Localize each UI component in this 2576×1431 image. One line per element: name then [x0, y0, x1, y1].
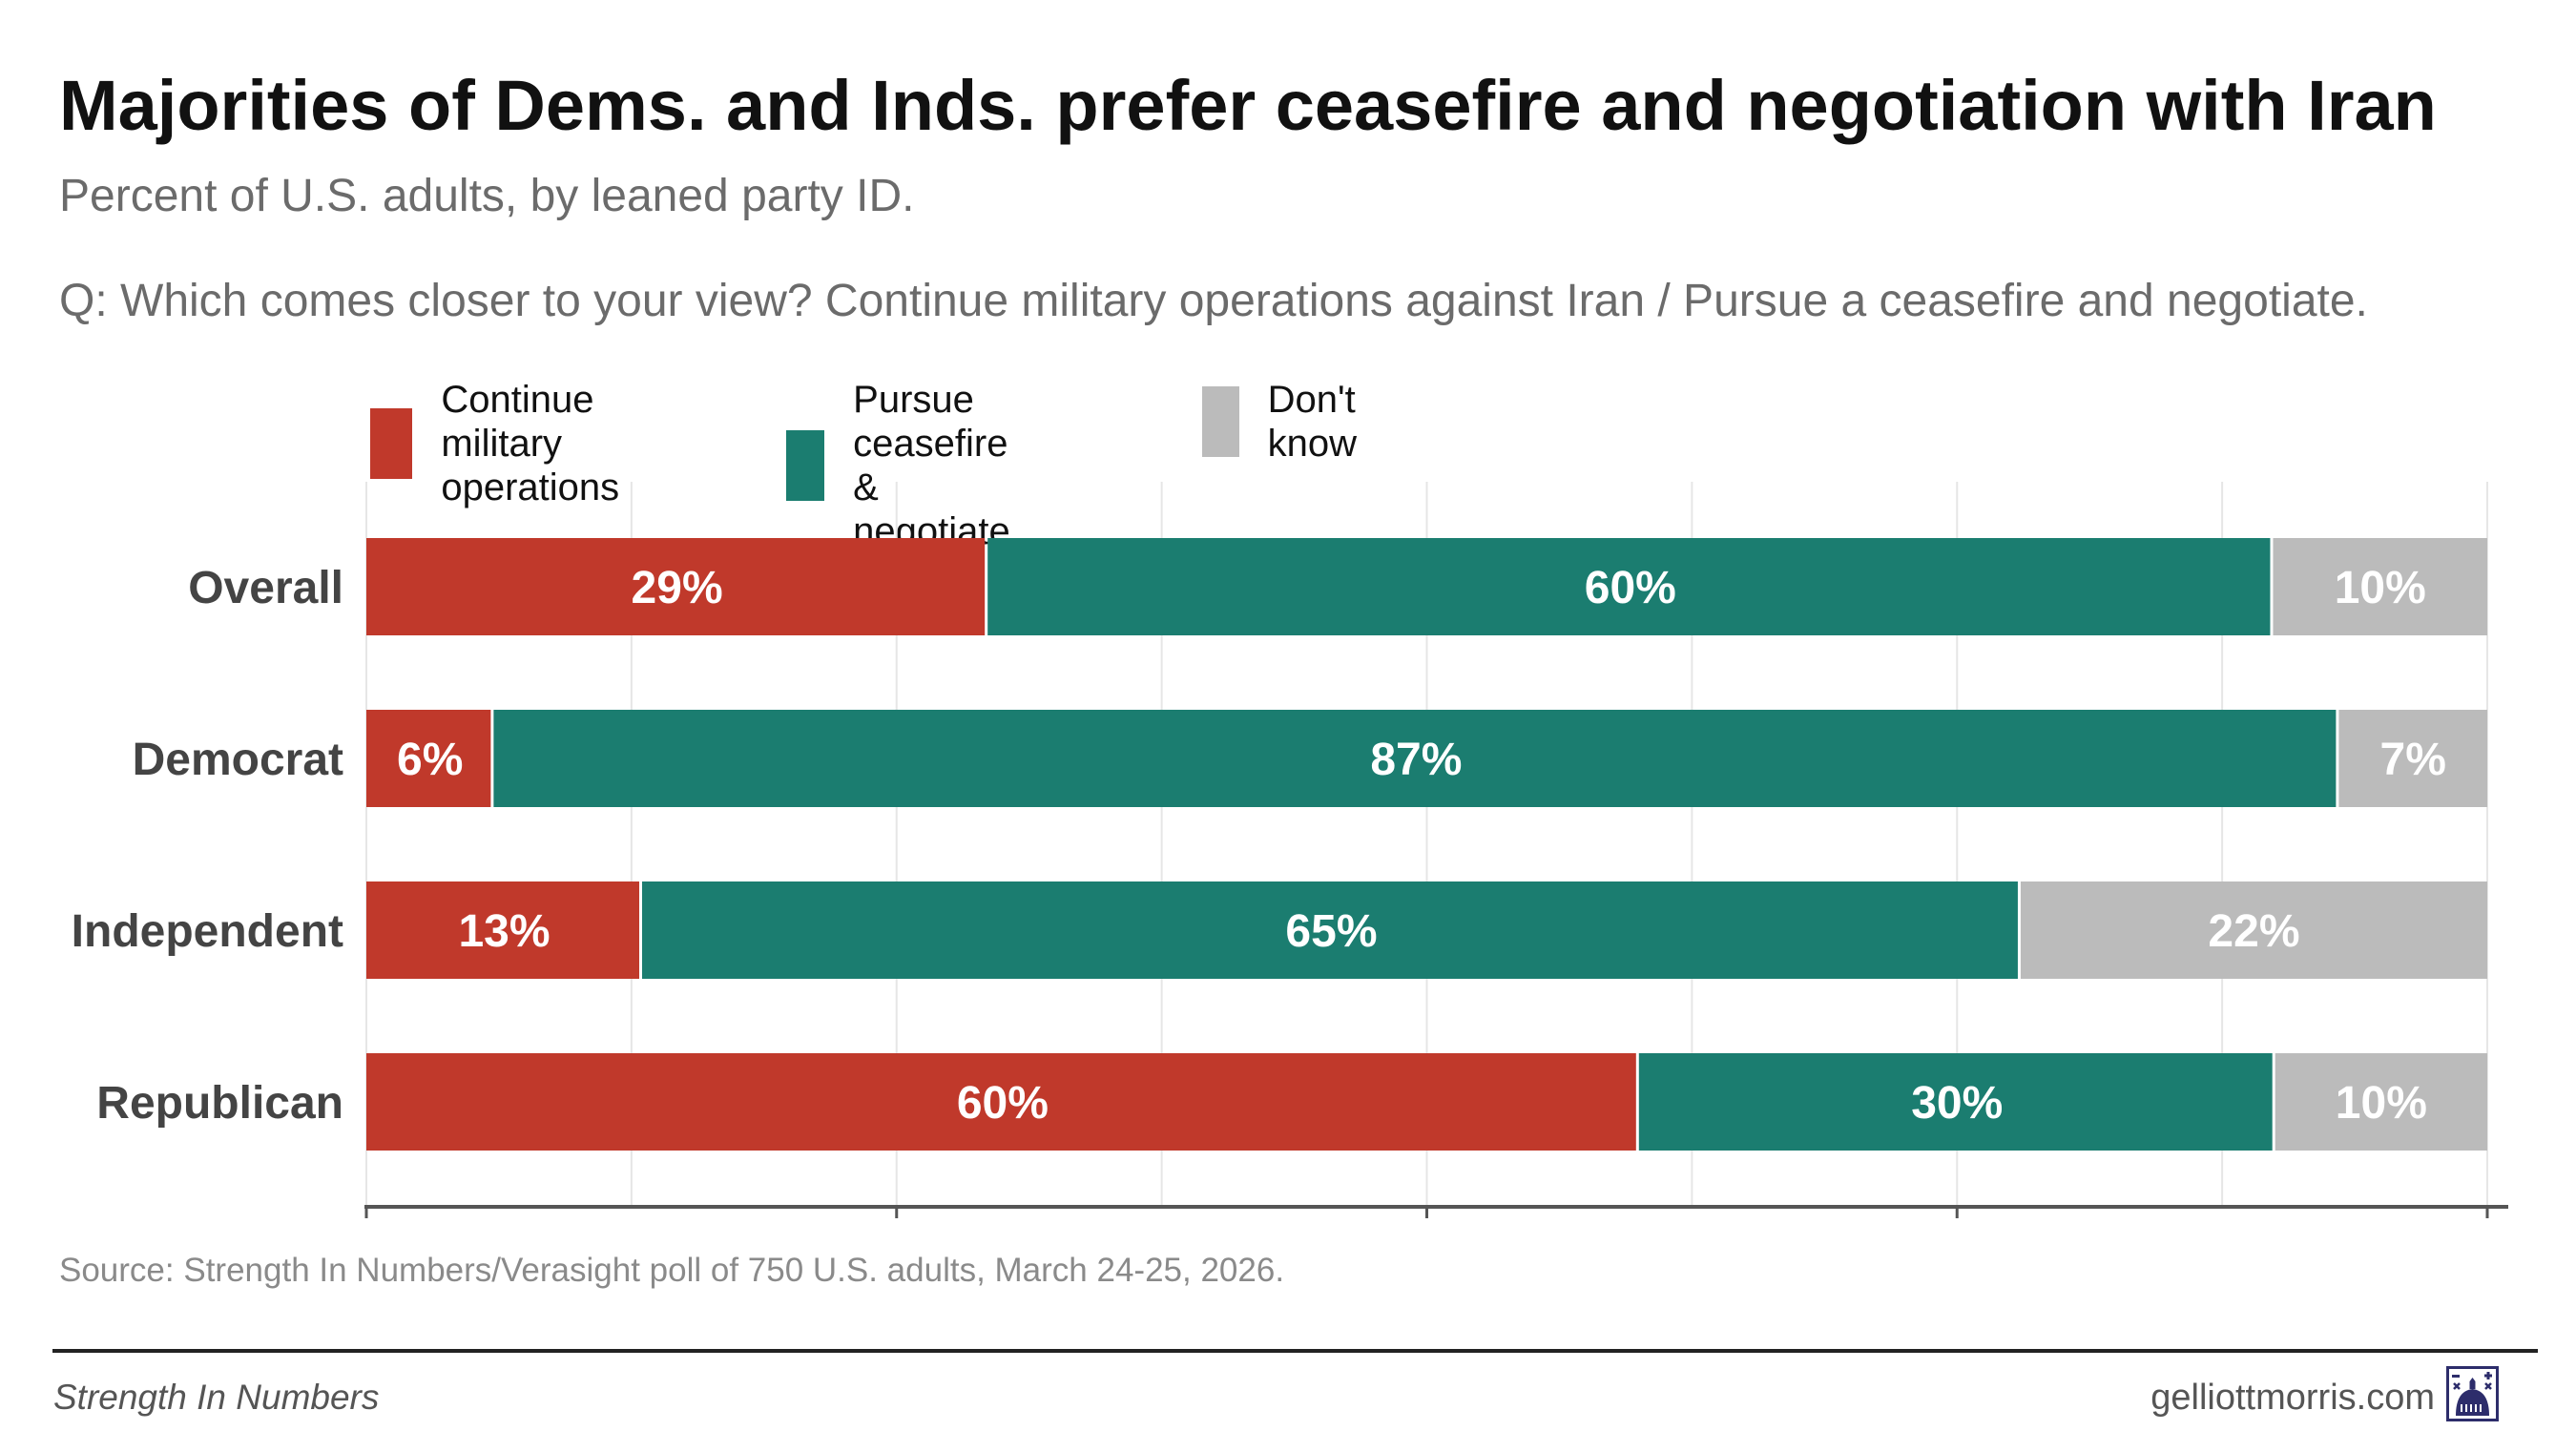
data-label: 65% [1285, 906, 1377, 957]
category-label: Overall [188, 563, 343, 613]
legend-item-dont-know: Don't know [1202, 378, 1381, 466]
data-label: 10% [2335, 563, 2426, 613]
legend-item-ceasefire: Pursue ceasefire & negotiate [786, 378, 1033, 553]
data-label: 29% [632, 563, 723, 613]
bar-segment [2338, 710, 2487, 807]
footer-divider [52, 1349, 2538, 1353]
chart-title: Majorities of Dems. and Inds. prefer cea… [59, 66, 2437, 145]
category-label: Republican [96, 1078, 343, 1129]
legend-swatch [1202, 386, 1239, 457]
chart-subtitle: Percent of U.S. adults, by leaned party … [59, 171, 915, 221]
data-label: 7% [2380, 735, 2446, 785]
capitol-dome-logo-icon [2446, 1366, 2499, 1421]
footer-site: gelliottmorris.com [2150, 1378, 2435, 1418]
bar-segment [2273, 538, 2487, 635]
footer-brand: Strength In Numbers [53, 1378, 380, 1417]
legend-label: Don't know [1267, 379, 1358, 465]
data-label: 87% [1370, 735, 1462, 785]
data-label: 10% [2336, 1078, 2427, 1129]
data-label: 13% [458, 906, 550, 957]
bar-segment [641, 881, 2018, 979]
bar-segment [366, 538, 986, 635]
data-label: 60% [1585, 563, 1676, 613]
bar-segment [493, 710, 2337, 807]
legend-item-continue: Continue military operations [370, 378, 638, 509]
bar-segment [366, 881, 639, 979]
legend-label: Continue military operations [441, 379, 620, 508]
data-label: 60% [957, 1078, 1049, 1129]
data-label: 30% [1911, 1078, 2003, 1129]
category-label: Democrat [133, 735, 343, 785]
source-note: Source: Strength In Numbers/Verasight po… [59, 1252, 1285, 1289]
legend-swatch [786, 430, 825, 501]
bar-segment [1638, 1053, 2273, 1151]
bar-segment [2020, 881, 2487, 979]
data-label: 6% [397, 735, 463, 785]
category-label: Independent [72, 906, 343, 957]
legend-swatch [370, 408, 413, 479]
data-label: 22% [2208, 906, 2299, 957]
bar-segment [2275, 1053, 2487, 1151]
survey-question: Q: Which comes closer to your view? Cont… [59, 276, 2368, 326]
bar-segment [366, 1053, 1636, 1151]
bar-segment [987, 538, 2271, 635]
bar-segment [366, 710, 491, 807]
